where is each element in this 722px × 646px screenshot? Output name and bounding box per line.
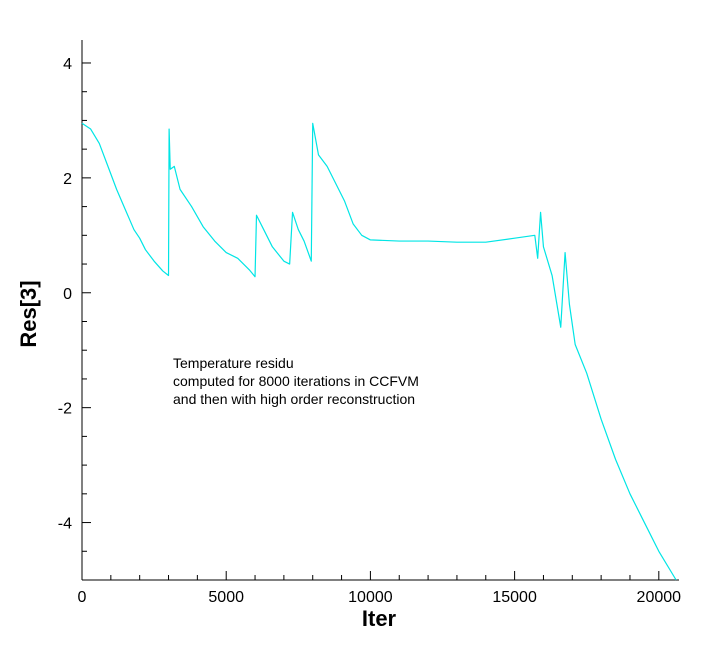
y-tick-label: -4 [58,516,72,533]
x-tick-label: 0 [78,589,87,606]
y-axis-ticks: -4 -2 0 2 4 [58,56,91,581]
axes [81,40,679,581]
annotation-line-2: computed for 8000 iterations in CCFVM [173,373,419,389]
x-tick-label: 10000 [348,589,393,606]
x-axis-ticks: 0 5000 10000 15000 20000 [78,571,682,606]
x-tick-label: 5000 [208,589,244,606]
y-tick-label: 0 [63,286,72,303]
y-tick-label: 4 [63,56,72,73]
x-tick-label: 20000 [637,589,682,606]
annotation-line-1: Temperature residu [173,355,294,371]
annotation-line-3: and then with high order reconstruction [173,391,415,407]
x-tick-label: 15000 [492,589,537,606]
x-axis-title: Iter [362,606,397,631]
y-tick-label: 2 [63,171,72,188]
y-tick-label: -2 [58,401,72,418]
y-axis-title: Res[3] [16,280,41,347]
series-layer [81,122,677,581]
series-line-1 [81,122,677,581]
